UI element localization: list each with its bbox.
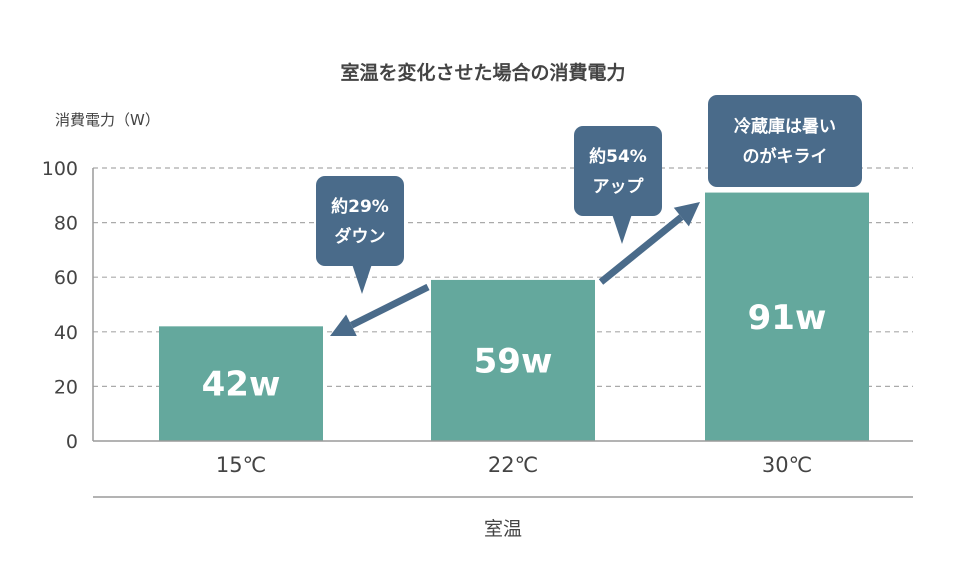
bar xyxy=(159,326,323,441)
callout-bubble: 約54% アップ xyxy=(574,126,662,244)
y-tick-label: 100 xyxy=(42,158,78,180)
callout-text: 約29% xyxy=(331,196,389,217)
arrows xyxy=(330,202,700,336)
trend-arrow xyxy=(598,202,700,285)
trend-arrow xyxy=(330,283,430,336)
callout-text: ダウン xyxy=(335,226,386,247)
x-axis-label: 室温 xyxy=(484,518,522,540)
x-tick-label: 22℃ xyxy=(488,453,538,477)
y-tick-label: 40 xyxy=(54,322,78,344)
bar-data-label: 91w xyxy=(748,298,827,338)
x-tick-label: 15℃ xyxy=(216,453,266,477)
y-tick-label: 60 xyxy=(54,267,78,289)
callout-bubble: 約29% ダウン xyxy=(316,176,404,294)
x-axis-categories: 15℃ 22℃ 30℃ xyxy=(216,453,812,477)
y-axis-label: 消費電力（W） xyxy=(55,111,160,129)
callout-text: 約54% xyxy=(589,146,647,167)
y-tick-label: 80 xyxy=(54,213,78,235)
y-axis-ticks: 0 20 40 60 80 100 xyxy=(42,158,78,453)
x-tick-label: 30℃ xyxy=(762,453,812,477)
bar-data-label: 59w xyxy=(474,341,553,381)
y-tick-label: 0 xyxy=(66,431,78,453)
chart-title: 室温を変化させた場合の消費電力 xyxy=(340,61,625,84)
callout-text: のがキライ xyxy=(743,146,828,167)
callout-text: 冷蔵庫は暑い xyxy=(734,116,836,137)
bar xyxy=(431,279,595,441)
bar xyxy=(705,192,869,441)
bars: 42w 59w 91w xyxy=(159,192,869,441)
callout-text: アップ xyxy=(593,176,645,197)
bar-data-label: 42w xyxy=(202,365,281,405)
y-tick-label: 20 xyxy=(54,376,78,398)
